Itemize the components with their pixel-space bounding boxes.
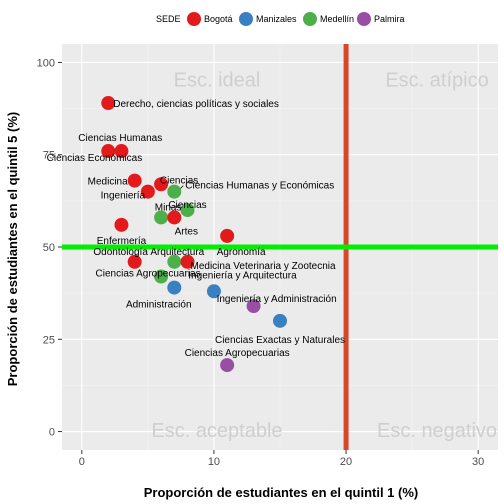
x-tick-label: 20 xyxy=(340,456,352,468)
point-label: Ciencias Agropecuarias xyxy=(96,269,201,280)
y-tick-label: 100 xyxy=(37,57,55,69)
data-point xyxy=(273,313,287,328)
quadrant-label: Esc. ideal xyxy=(174,69,261,91)
data-point xyxy=(127,254,142,269)
point-label: Ciencias Humanas xyxy=(78,133,162,144)
data-point xyxy=(114,217,129,232)
legend: SEDE Bogotá Manizales Medellín Palmira xyxy=(156,12,405,26)
point-label: Medicina xyxy=(88,177,128,188)
data-point xyxy=(167,280,182,295)
point-label: Ciencias Exactas y Naturales xyxy=(215,335,345,346)
y-tick-label: 50 xyxy=(43,242,55,254)
legend-label: Palmira xyxy=(374,14,405,24)
data-point xyxy=(154,269,169,284)
point-label: Ciencias xyxy=(160,175,198,186)
x-tick-label: 10 xyxy=(208,456,220,468)
point-label: Enfermería xyxy=(97,236,147,247)
point-label: Ciencias Agropecuarias xyxy=(185,348,290,359)
data-point xyxy=(154,177,169,192)
point-label: Arquitectura xyxy=(150,247,204,258)
legend-label: Medellín xyxy=(320,14,354,24)
quadrant-labels: Esc. ideal Esc. atípico Esc. aceptable Esc.… xyxy=(151,69,497,442)
reference-lines xyxy=(62,44,498,450)
data-point xyxy=(127,173,142,188)
point-labels: Derecho, ciencias políticas y sociales Ci… xyxy=(47,99,345,359)
data-point xyxy=(180,254,195,269)
y-tick-label: 0 xyxy=(49,427,55,439)
point-label: Ciencias Económicas xyxy=(47,153,143,164)
quadrant-label: Esc. aceptable xyxy=(151,420,282,442)
data-point xyxy=(101,144,116,159)
data-point xyxy=(114,144,129,159)
point-label: Ingeniería y Arquitectura xyxy=(188,271,297,282)
data-point xyxy=(167,184,182,199)
point-label: Ingeniería xyxy=(101,191,146,202)
legend-label: Bogotá xyxy=(204,14,233,24)
point-label: Artes xyxy=(175,226,198,237)
data-point xyxy=(220,228,235,243)
quadrant-label: Esc. atípico xyxy=(385,69,488,91)
data-points xyxy=(101,96,287,373)
data-point xyxy=(206,284,221,299)
quadrant-label: Esc. negativo xyxy=(377,420,497,442)
legend-key xyxy=(187,12,201,26)
x-tick-label: 30 xyxy=(472,456,484,468)
x-axis-ticks: 0 10 20 30 xyxy=(79,450,484,468)
x-axis-title: Proporción de estudiantes en el quintil … xyxy=(144,485,418,500)
data-point xyxy=(220,358,235,373)
legend-key xyxy=(239,12,253,26)
legend-key xyxy=(303,12,317,26)
point-label: Odontología xyxy=(93,247,148,258)
data-point xyxy=(167,210,182,225)
point-label: Ingeniería y Administración xyxy=(217,294,337,305)
x-tick-label: 0 xyxy=(79,456,85,468)
data-point xyxy=(180,203,195,218)
data-point xyxy=(101,96,116,111)
data-point xyxy=(154,210,169,225)
y-axis-title: Proporción de estudiantes en el quintil … xyxy=(5,112,20,386)
point-label: Ciencias xyxy=(168,200,206,211)
y-tick-label: 75 xyxy=(43,150,55,162)
legend-key xyxy=(357,12,371,26)
point-label: Agronomía xyxy=(217,247,266,258)
point-label: Medicina Veterinaria y Zootecnia xyxy=(191,261,337,272)
y-axis-ticks: 0 25 50 75 100 xyxy=(37,57,62,439)
data-point xyxy=(140,184,155,199)
data-point xyxy=(246,299,261,314)
point-label: Administración xyxy=(126,299,192,310)
y-tick-label: 25 xyxy=(43,334,55,346)
legend-title: SEDE xyxy=(156,14,181,24)
point-label: Minas xyxy=(155,202,182,213)
point-label: Ciencias Humanas y Económicas xyxy=(185,181,334,192)
data-point xyxy=(167,254,182,269)
legend-label: Manizales xyxy=(256,14,297,24)
point-label: Derecho, ciencias políticas y sociales xyxy=(113,99,279,110)
